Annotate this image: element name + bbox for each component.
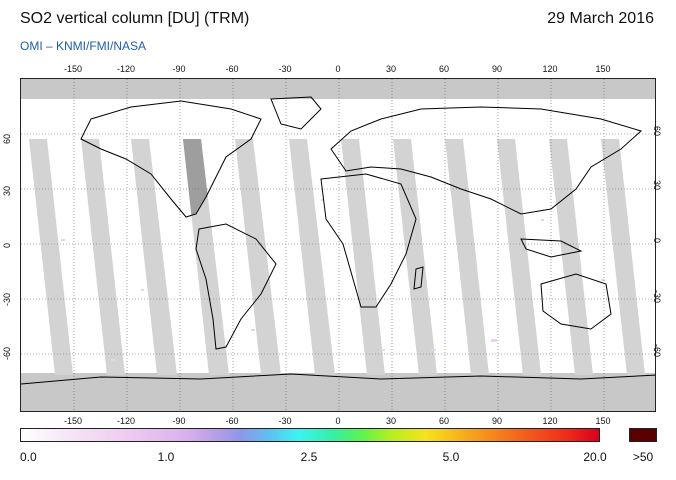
colorbar-label: 0.0 — [20, 450, 37, 464]
lon-tick-bottom: -30 — [278, 416, 292, 426]
colorbar-overflow-swatch — [629, 428, 657, 442]
antarctic-nodata-region — [21, 373, 655, 411]
lon-tick-bottom: -90 — [172, 416, 186, 426]
lon-tick-bottom: 0 — [335, 416, 341, 426]
coastlines — [21, 96, 655, 385]
lon-tick-bottom: 30 — [385, 416, 397, 426]
land-gap-swaths — [183, 139, 229, 217]
colorbar-overflow-label: >50 — [632, 450, 654, 464]
colorbar-label: 1.0 — [157, 450, 175, 464]
data-gap-swaths — [29, 139, 645, 375]
map-title: SO2 vertical column [DU] (TRM) — [20, 10, 250, 27]
lat-tick-left: 0 — [2, 242, 12, 248]
lon-tick-bottom: 90 — [491, 416, 503, 426]
colorbar-label: 2.5 — [300, 450, 318, 464]
lon-tick-top: 60 — [438, 64, 450, 74]
lon-tick-bottom: -150 — [63, 416, 83, 426]
lat-tick-left: 60 — [2, 133, 12, 144]
lon-tick-top: -30 — [278, 64, 292, 74]
lat-tick-right: -60 — [652, 344, 662, 358]
world-map-panel — [20, 78, 656, 412]
lon-tick-top: 150 — [595, 64, 611, 74]
lat-tick-right: 30 — [652, 180, 662, 191]
lon-tick-top: -150 — [63, 64, 83, 74]
data-source-credit: OMI – KNMI/FMI/NASA — [20, 39, 147, 53]
graticule — [21, 79, 655, 411]
lon-tick-top: 0 — [335, 64, 341, 74]
lat-tick-left: -60 — [2, 346, 12, 360]
lon-tick-bottom: -60 — [225, 416, 239, 426]
lon-tick-top: -60 — [225, 64, 239, 74]
colorbar-label: 5.0 — [442, 450, 460, 464]
lon-tick-bottom: 150 — [595, 416, 611, 426]
low-so2-speckle — [61, 199, 605, 361]
colorbar-label: 20.0 — [583, 450, 607, 464]
lon-tick-bottom: 60 — [438, 416, 450, 426]
map-date: 29 March 2016 — [547, 10, 654, 27]
lat-tick-left: -30 — [2, 292, 12, 306]
lon-tick-bottom: -120 — [116, 416, 136, 426]
lat-tick-right: -30 — [652, 290, 662, 304]
lat-tick-right: 0 — [652, 238, 662, 244]
lon-tick-bottom: 120 — [542, 416, 558, 426]
lon-tick-top: 120 — [542, 64, 558, 74]
so2-world-map — [21, 79, 655, 411]
arctic-nodata-region — [21, 79, 655, 99]
lon-tick-top: -90 — [172, 64, 186, 74]
so2-colorbar — [20, 428, 600, 442]
lat-tick-left: 30 — [2, 185, 12, 196]
lon-tick-top: -120 — [116, 64, 136, 74]
lon-tick-top: 30 — [385, 64, 397, 74]
lon-tick-top: 90 — [491, 64, 503, 74]
lat-tick-right: 60 — [652, 126, 662, 137]
